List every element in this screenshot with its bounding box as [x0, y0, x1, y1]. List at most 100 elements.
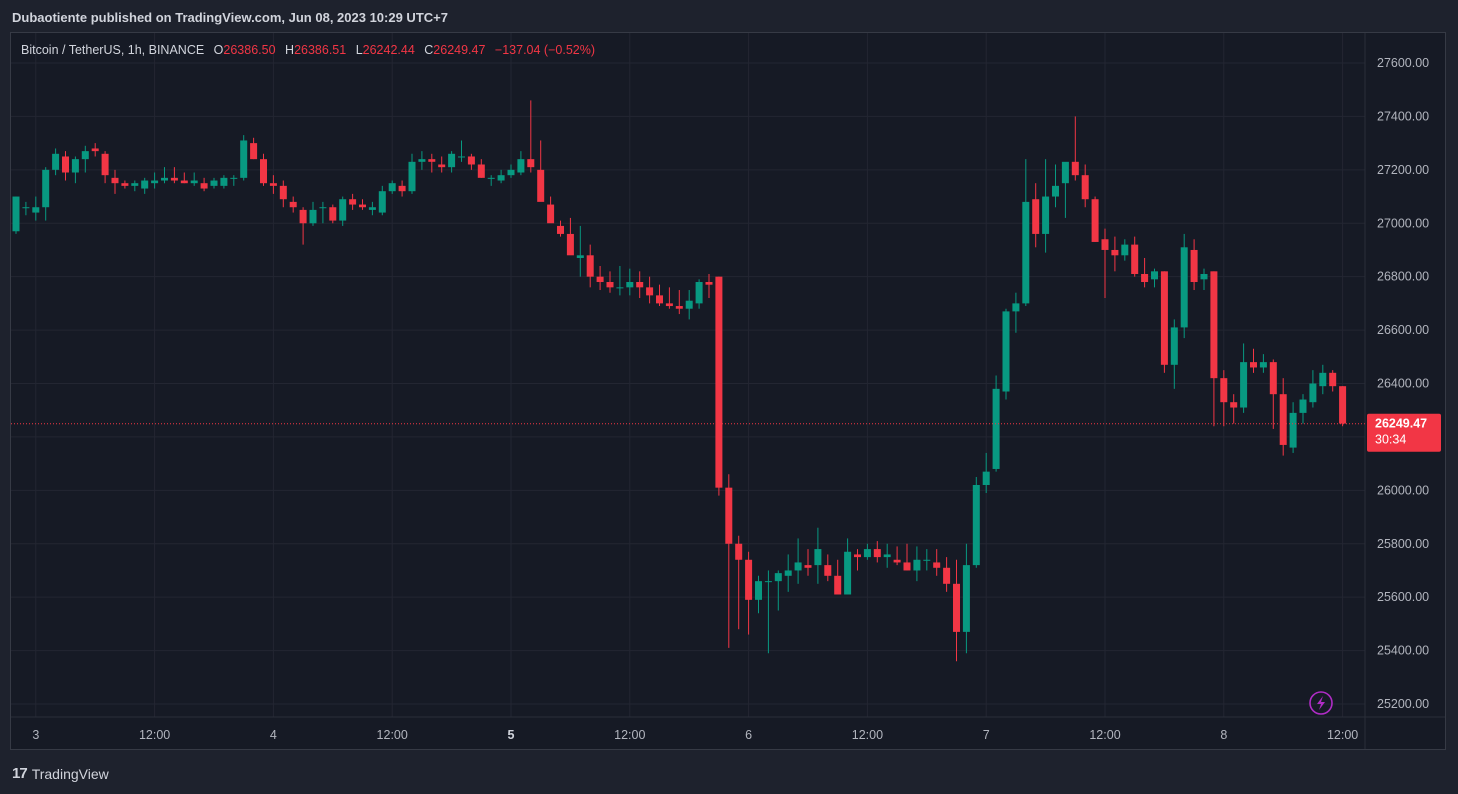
candle[interactable] [141, 177, 149, 194]
candle[interactable] [388, 180, 396, 194]
candle[interactable] [1210, 271, 1218, 427]
candle[interactable] [1012, 292, 1020, 333]
candle[interactable] [1309, 370, 1317, 408]
candle[interactable] [557, 220, 564, 237]
candle[interactable] [260, 153, 267, 186]
candle[interactable] [408, 153, 416, 194]
candle[interactable] [1299, 394, 1307, 424]
candle[interactable] [665, 287, 673, 309]
candle[interactable] [319, 201, 327, 224]
candle[interactable] [359, 199, 366, 210]
candle[interactable] [764, 570, 772, 654]
candle[interactable] [992, 375, 1000, 472]
candle[interactable] [656, 284, 663, 307]
chart-frame[interactable]: 27600.00 27400.00 27200.00 27000.00 26800.00… [10, 32, 1446, 750]
candle[interactable] [220, 175, 228, 189]
candle[interactable] [547, 196, 555, 224]
candle[interactable] [566, 217, 574, 256]
candle[interactable] [448, 151, 456, 173]
candle[interactable] [646, 276, 654, 304]
candle[interactable] [1240, 343, 1248, 413]
candle[interactable] [1319, 364, 1327, 395]
candle[interactable] [755, 575, 762, 614]
candle[interactable] [1081, 164, 1089, 208]
candle[interactable] [62, 151, 69, 181]
candle[interactable] [71, 156, 79, 184]
candle[interactable] [953, 559, 960, 662]
candle[interactable] [933, 549, 941, 576]
candle[interactable] [250, 137, 258, 160]
candle[interactable] [923, 549, 931, 571]
candle[interactable] [22, 201, 30, 216]
candle[interactable] [368, 201, 376, 216]
candle[interactable] [269, 175, 277, 194]
candle[interactable] [962, 543, 970, 654]
candlestick-chart[interactable]: 27600.00 27400.00 27200.00 27000.00 26800.00… [11, 33, 1445, 749]
candle[interactable] [339, 196, 347, 226]
candle[interactable] [131, 180, 139, 192]
candle[interactable] [1151, 268, 1158, 288]
candle[interactable] [1339, 386, 1347, 427]
candle[interactable] [1141, 257, 1149, 288]
candle[interactable] [458, 140, 465, 162]
candle[interactable] [814, 527, 822, 584]
candle[interactable] [1131, 236, 1139, 277]
candle[interactable] [230, 175, 238, 186]
candle[interactable] [883, 543, 891, 568]
candle[interactable] [1190, 239, 1198, 291]
candle[interactable] [52, 148, 60, 176]
candle[interactable] [418, 151, 426, 170]
candle[interactable] [784, 554, 792, 592]
candle[interactable] [329, 204, 337, 224]
candle[interactable] [804, 549, 812, 576]
candle[interactable] [487, 175, 495, 186]
candle[interactable] [1091, 196, 1099, 242]
candle[interactable] [1200, 268, 1208, 291]
candle[interactable] [180, 172, 188, 184]
candle[interactable] [943, 557, 951, 592]
candle[interactable] [834, 559, 842, 595]
candle[interactable] [537, 140, 545, 202]
candle[interactable] [1042, 159, 1050, 253]
candle[interactable] [725, 474, 733, 648]
candle[interactable] [695, 279, 703, 309]
candle[interactable] [982, 452, 990, 494]
candle[interactable] [121, 180, 129, 189]
candle[interactable] [170, 167, 178, 184]
candle[interactable] [378, 185, 386, 216]
candle[interactable] [705, 273, 713, 299]
candle[interactable] [1071, 116, 1079, 181]
candle[interactable] [774, 570, 782, 611]
candle[interactable] [893, 546, 901, 566]
candle[interactable] [1269, 359, 1277, 429]
candle[interactable] [101, 151, 109, 184]
candle[interactable] [349, 193, 357, 210]
candle[interactable] [289, 196, 297, 213]
candle[interactable] [576, 225, 584, 277]
candle[interactable] [1170, 319, 1178, 389]
candle[interactable] [1289, 402, 1297, 453]
candle[interactable] [1101, 228, 1109, 299]
candle[interactable] [240, 135, 248, 181]
candle[interactable] [507, 164, 515, 178]
candle[interactable] [497, 169, 505, 184]
candle[interactable] [745, 551, 753, 635]
candle[interactable] [1220, 370, 1228, 427]
candle[interactable] [616, 265, 624, 296]
candle[interactable] [1052, 164, 1059, 208]
lightning-icon[interactable] [1309, 691, 1333, 715]
candle[interactable] [735, 535, 743, 630]
candle[interactable] [200, 177, 208, 192]
candle[interactable] [161, 167, 168, 184]
candle[interactable] [794, 538, 802, 584]
candle[interactable] [863, 543, 871, 560]
candle[interactable] [210, 177, 218, 189]
candle[interactable] [398, 180, 406, 197]
candle[interactable] [1230, 394, 1238, 424]
candle[interactable] [111, 169, 119, 194]
candle[interactable] [1180, 233, 1188, 339]
candle[interactable] [438, 156, 446, 173]
candle[interactable] [151, 172, 159, 189]
candle[interactable] [715, 276, 723, 496]
candle[interactable] [477, 159, 485, 178]
